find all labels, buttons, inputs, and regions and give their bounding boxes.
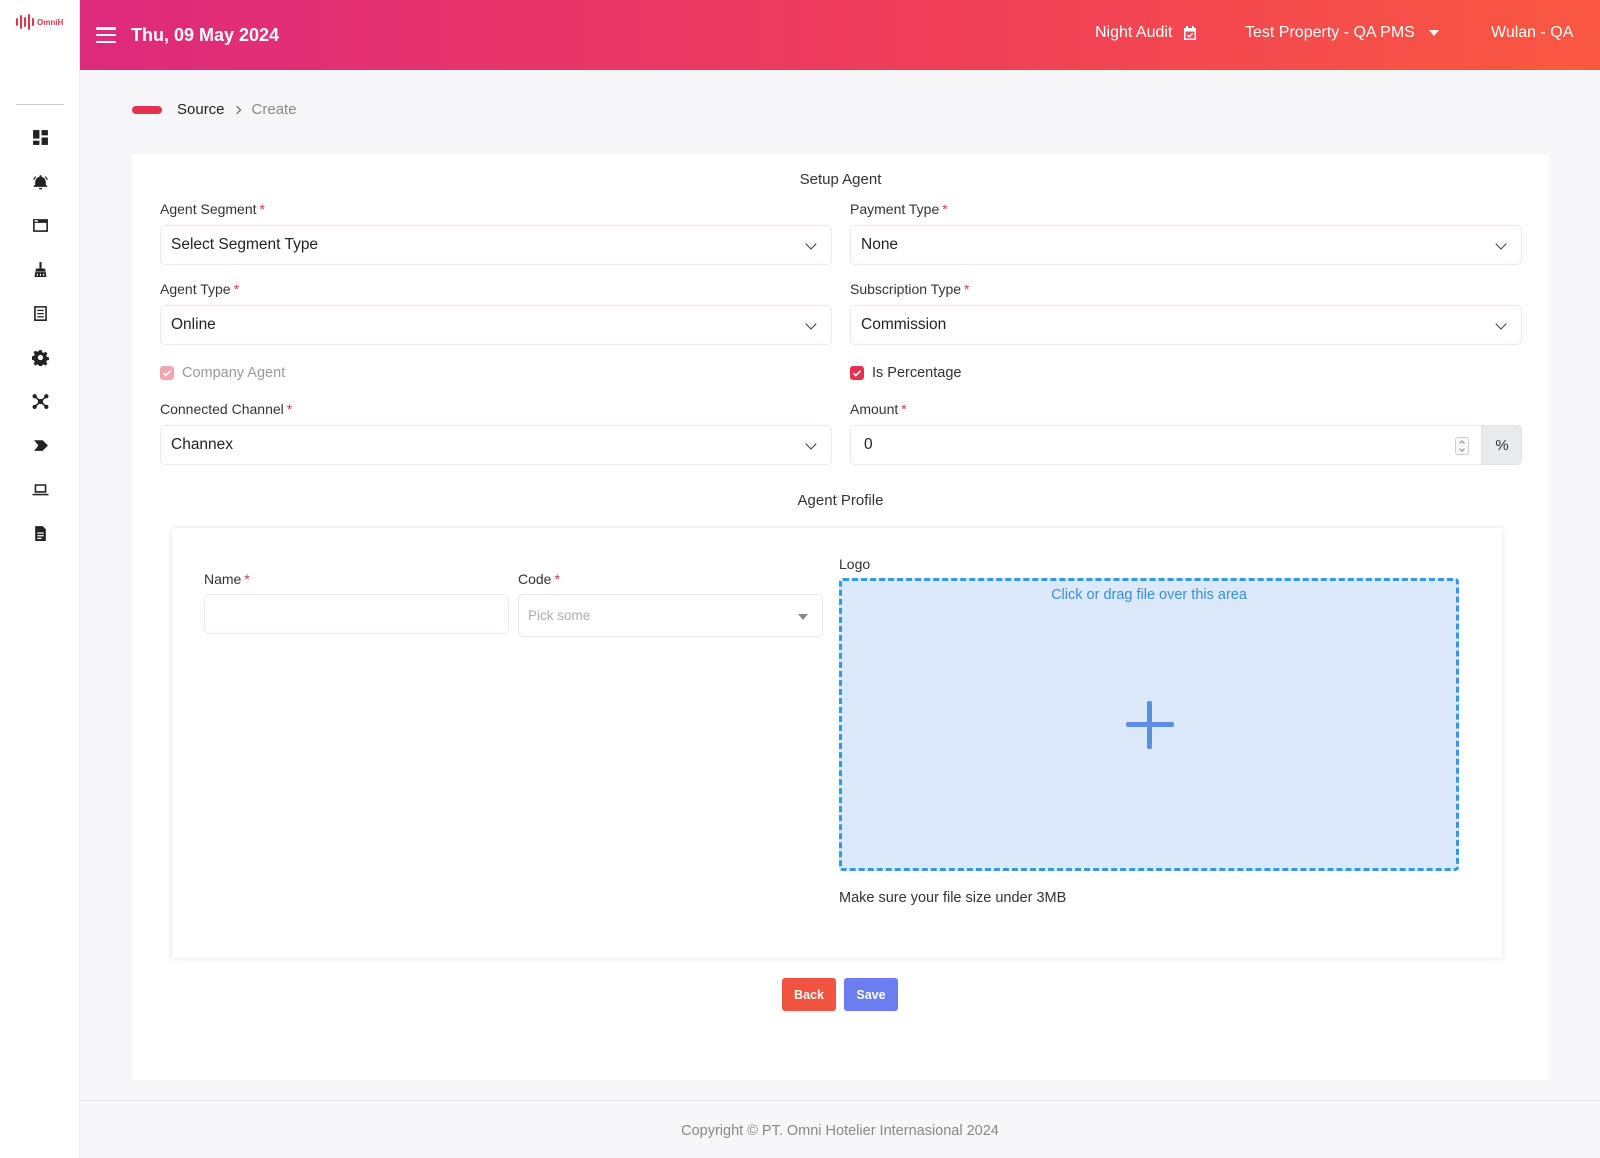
agent-segment-value: Select Segment Type bbox=[171, 236, 319, 253]
dropzone-text: Click or drag file over this area bbox=[1051, 587, 1247, 603]
caret-down-icon bbox=[798, 614, 808, 620]
company-agent-label: Company Agent bbox=[182, 365, 286, 381]
agent-segment-label: Agent Segment * bbox=[160, 201, 265, 217]
code-label: Code * bbox=[518, 571, 560, 587]
user-menu[interactable]: Wulan - QA bbox=[1491, 24, 1574, 41]
chevron-down-icon bbox=[805, 438, 817, 450]
breadcrumb-marker bbox=[132, 106, 162, 114]
housekeeping-icon[interactable] bbox=[30, 259, 50, 279]
property-name: Test Property - QA PMS bbox=[1245, 24, 1415, 41]
header-date: Thu, 09 May 2024 bbox=[131, 25, 280, 45]
agent-type-label: Agent Type * bbox=[160, 281, 240, 297]
save-button[interactable]: Save bbox=[844, 978, 898, 1011]
tag-icon[interactable] bbox=[30, 435, 50, 455]
calendar-check-icon bbox=[1184, 26, 1197, 40]
list-icon[interactable] bbox=[30, 303, 50, 323]
code-multiselect[interactable]: Pick some bbox=[518, 594, 823, 637]
chevron-down-icon bbox=[805, 238, 817, 250]
night-audit-label: Night Audit bbox=[1095, 24, 1173, 41]
app-logo[interactable]: OmniH bbox=[16, 14, 63, 30]
logo-mark-icon bbox=[16, 14, 34, 30]
payment-type-value: None bbox=[861, 236, 899, 253]
file-size-note: Make sure your file size under 3MB bbox=[839, 890, 1067, 906]
top-header: Thu, 09 May 2024 Night Audit Test Proper… bbox=[80, 0, 1600, 70]
subscription-type-label: Subscription Type * bbox=[850, 281, 970, 297]
footer: Copyright © PT. Omni Hotelier Internasio… bbox=[80, 1100, 1600, 1158]
chevron-down-icon bbox=[1495, 318, 1507, 330]
laptop-icon[interactable] bbox=[30, 479, 50, 499]
plus-icon bbox=[1126, 701, 1174, 749]
caret-down-icon bbox=[1428, 30, 1439, 36]
chevron-down-icon bbox=[1495, 238, 1507, 250]
dashboard-icon[interactable] bbox=[30, 127, 50, 147]
night-audit-button[interactable]: Night Audit bbox=[1095, 24, 1198, 42]
setup-agent-title: Setup Agent bbox=[799, 171, 882, 188]
percent-suffix: % bbox=[1482, 425, 1522, 465]
company-agent-checkbox[interactable]: Company Agent bbox=[160, 365, 285, 381]
agent-segment-select[interactable]: Select Segment Type bbox=[160, 225, 832, 265]
amount-input[interactable]: 0 bbox=[850, 425, 1482, 465]
subscription-type-value: Commission bbox=[861, 316, 947, 333]
sidebar-divider bbox=[16, 104, 64, 105]
is-percentage-label: Is Percentage bbox=[872, 365, 962, 381]
is-percentage-checkbox[interactable]: Is Percentage bbox=[850, 365, 961, 381]
connected-channel-value: Channex bbox=[171, 436, 234, 453]
agent-form-card: Setup Agent Agent Segment * Select Segmen… bbox=[132, 154, 1549, 1080]
agent-type-select[interactable]: Online bbox=[160, 305, 832, 345]
report-icon[interactable] bbox=[30, 523, 50, 543]
agent-type-value: Online bbox=[171, 316, 216, 333]
network-icon[interactable] bbox=[30, 391, 50, 411]
gear-icon[interactable] bbox=[30, 347, 50, 367]
name-input[interactable] bbox=[204, 594, 509, 634]
amount-label: Amount * bbox=[850, 401, 907, 417]
property-selector[interactable]: Test Property - QA PMS bbox=[1245, 24, 1439, 42]
checkbox-checked-icon bbox=[850, 366, 864, 380]
breadcrumb-source-link[interactable]: Source bbox=[177, 101, 225, 118]
logo-label: Logo bbox=[839, 556, 871, 572]
logo-text: OmniH bbox=[37, 17, 64, 27]
agent-profile-box: Name * Code * Pick some Logo Click or drag… bbox=[172, 528, 1502, 958]
concierge-bell-icon[interactable] bbox=[30, 171, 50, 191]
amount-group: 0 % bbox=[850, 425, 1522, 465]
agent-profile-title: Agent Profile bbox=[797, 492, 884, 509]
sidebar: OmniH bbox=[0, 0, 80, 1158]
checkbox-checked-icon bbox=[160, 366, 174, 380]
connected-channel-label: Connected Channel * bbox=[160, 401, 293, 417]
subscription-type-select[interactable]: Commission bbox=[850, 305, 1522, 345]
menu-toggle-icon[interactable] bbox=[96, 27, 116, 43]
number-spinner-icon[interactable] bbox=[1455, 437, 1469, 455]
back-button[interactable]: Back bbox=[782, 978, 836, 1011]
logo-dropzone[interactable]: Click or drag file over this area bbox=[839, 578, 1459, 871]
payment-type-label: Payment Type * bbox=[850, 201, 948, 217]
chevron-down-icon bbox=[805, 318, 817, 330]
amount-value: 0 bbox=[864, 436, 873, 453]
breadcrumb: Source Create bbox=[177, 101, 297, 118]
window-icon[interactable] bbox=[30, 215, 50, 235]
code-placeholder: Pick some bbox=[528, 608, 591, 623]
breadcrumb-current: Create bbox=[251, 101, 297, 118]
chevron-right-icon bbox=[232, 105, 241, 114]
payment-type-select[interactable]: None bbox=[850, 225, 1522, 265]
connected-channel-select[interactable]: Channex bbox=[160, 425, 832, 465]
name-label: Name * bbox=[204, 571, 250, 587]
copyright-text: Copyright © PT. Omni Hotelier Internasio… bbox=[681, 1123, 999, 1139]
